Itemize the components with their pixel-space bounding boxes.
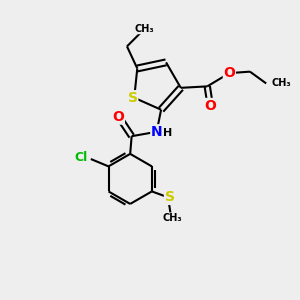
Text: S: S: [164, 190, 175, 204]
Text: Cl: Cl: [75, 151, 88, 164]
Text: N: N: [151, 125, 163, 139]
Text: CH₃: CH₃: [135, 24, 155, 34]
Text: O: O: [204, 98, 216, 112]
Text: O: O: [224, 66, 235, 80]
Text: S: S: [128, 91, 138, 105]
Text: O: O: [112, 110, 124, 124]
Text: CH₃: CH₃: [163, 213, 182, 223]
Text: H: H: [163, 128, 172, 138]
Text: CH₃: CH₃: [272, 78, 291, 88]
